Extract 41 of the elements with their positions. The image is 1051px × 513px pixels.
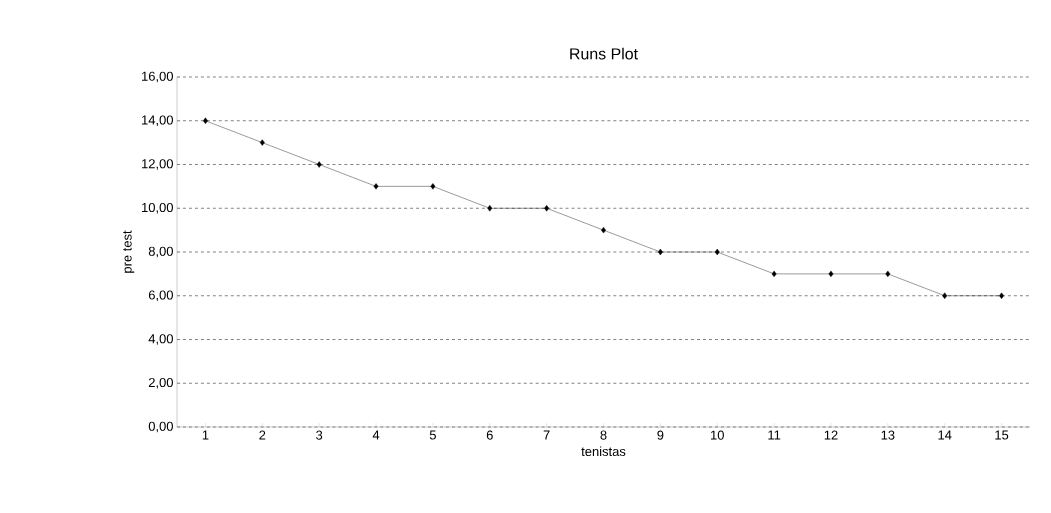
x-tick-label: 2 — [259, 430, 266, 440]
x-tick-label: 6 — [486, 430, 493, 440]
point — [714, 248, 720, 256]
point — [487, 205, 493, 212]
point — [942, 292, 948, 299]
x-tick-label: 1 — [202, 430, 209, 440]
x-tick-label: 3 — [316, 430, 323, 440]
point — [259, 139, 265, 146]
y-tick-label: 10,00 — [142, 202, 173, 214]
x-tick-label: 11 — [768, 430, 781, 440]
y-axis-title: pre test — [123, 230, 135, 273]
y-tick-label: 0,00 — [148, 421, 173, 433]
x-tick-label: 15 — [995, 430, 1009, 440]
point — [430, 183, 436, 190]
x-axis-title: tenistas — [581, 446, 626, 457]
point — [202, 117, 208, 124]
point — [999, 292, 1005, 299]
chart-title: Runs Plot — [570, 47, 638, 60]
x-tick-label: 12 — [824, 430, 838, 440]
x-tick-label: 4 — [372, 430, 380, 440]
point — [316, 161, 322, 168]
point — [828, 270, 834, 278]
point — [373, 183, 379, 190]
x-tick-label: 9 — [657, 430, 664, 440]
x-tick-label: 10 — [711, 430, 724, 440]
x-tick-label: 13 — [881, 430, 895, 440]
point — [544, 205, 550, 212]
x-tick-label: 5 — [429, 430, 436, 440]
point — [771, 270, 777, 278]
x-tick-label: 7 — [543, 430, 550, 440]
y-tick-label: 14,00 — [142, 115, 173, 127]
point — [657, 248, 663, 256]
y-tick-label: 6,00 — [148, 290, 173, 302]
y-tick-label: 16,00 — [142, 71, 173, 83]
x-tick-label: 14 — [938, 430, 952, 440]
y-tick-label: 8,00 — [148, 246, 173, 258]
point — [885, 270, 891, 278]
y-tick-label: 4,00 — [148, 334, 173, 345]
y-tick-label: 2,00 — [148, 377, 173, 389]
y-tick-label: 12,00 — [142, 159, 173, 170]
x-tick-label: 8 — [600, 430, 607, 440]
